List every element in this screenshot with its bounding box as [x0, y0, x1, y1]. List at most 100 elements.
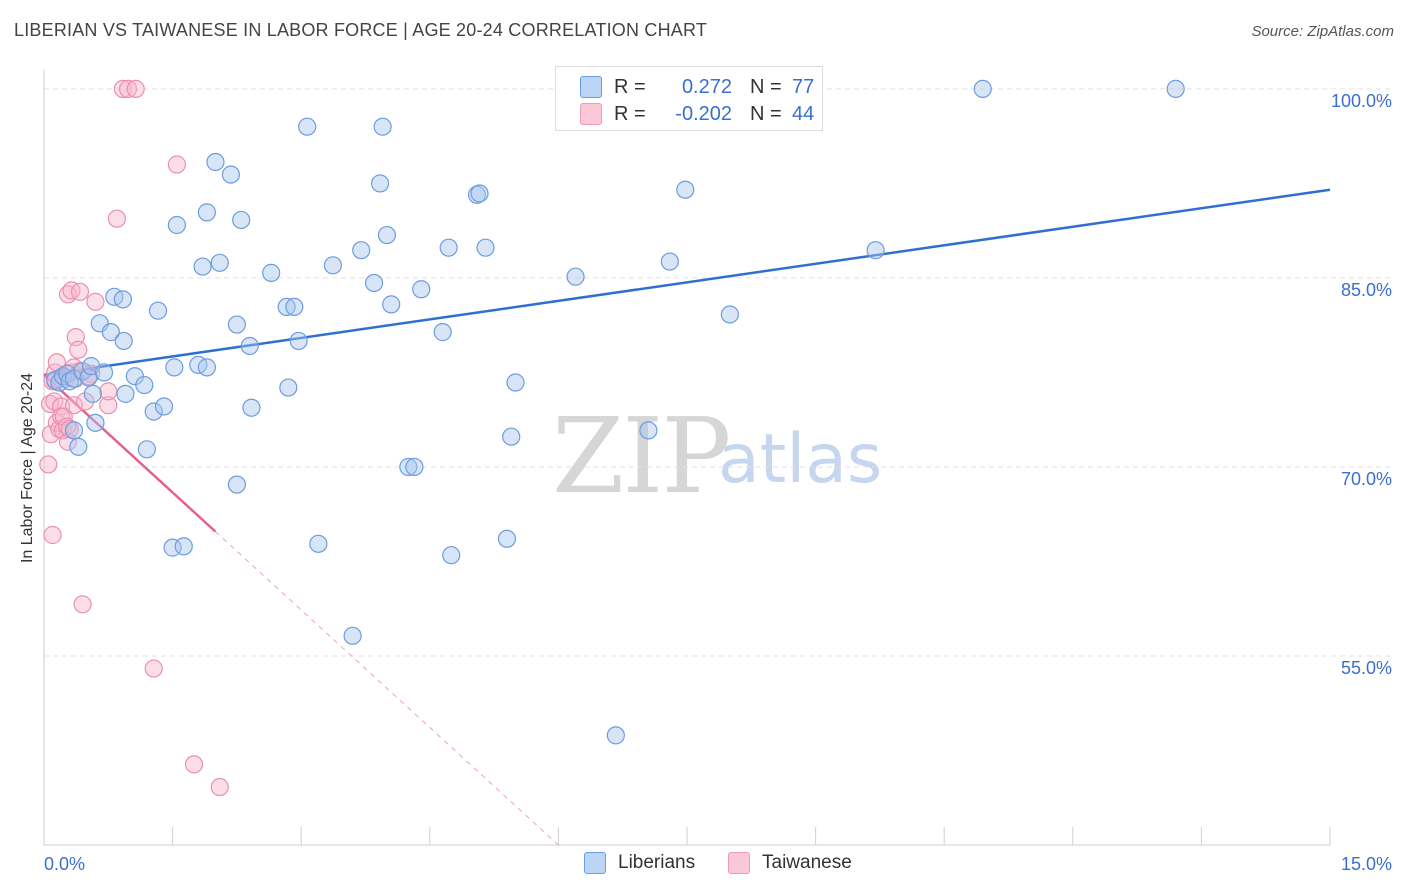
legend-label-liberians: Liberians [618, 852, 696, 873]
liberian-point [86, 413, 105, 432]
liberian-point [210, 253, 229, 272]
liberian-point [606, 726, 625, 745]
y-tick-label: 70.0% [1341, 469, 1392, 489]
liberian-point [83, 384, 102, 403]
liberian-point [289, 331, 308, 351]
liberians-swatch-icon [584, 852, 606, 874]
legend-n-label: N = [750, 75, 782, 98]
liberian-point [101, 323, 120, 342]
liberian-point [285, 297, 304, 317]
liberian-point [1166, 79, 1185, 99]
taiwanese-point [70, 282, 90, 301]
correlation-legend: R = 0.272 N = 77 R = -0.202 N = 44 [555, 66, 823, 131]
liberian-point [497, 529, 517, 548]
taiwanese-point [64, 396, 84, 415]
taiwanese-point [113, 79, 132, 99]
liberian-point [639, 421, 658, 440]
liberian-point [676, 180, 695, 199]
series-legend: Liberians Taiwanese [0, 852, 1406, 878]
taiwanese-swatch-icon [580, 103, 602, 125]
liberian-point [866, 241, 885, 260]
liberian-point [221, 165, 240, 184]
taiwanese-point [210, 777, 229, 797]
liberian-point [382, 295, 401, 314]
legend-n-label: N = [750, 102, 782, 125]
legend-n-value: 77 [792, 75, 815, 98]
liberian-point [442, 546, 461, 565]
liberian-point [399, 457, 418, 477]
chart-title: LIBERIAN VS TAIWANESE IN LABOR FORCE | A… [14, 20, 708, 40]
liberian-point [144, 402, 163, 421]
liberian-point [506, 373, 525, 392]
taiwanese-point [144, 659, 163, 678]
legend-item-liberians[interactable]: Liberians [584, 852, 695, 874]
x-tick-label: 15.0% [1341, 854, 1392, 874]
liberian-point [167, 215, 186, 235]
liberian-point [135, 375, 154, 395]
legend-r-value: -0.202 [675, 102, 732, 125]
liberian-point [232, 210, 251, 230]
liberian-point [377, 225, 397, 245]
taiwanese-swatch-icon [728, 852, 750, 874]
liberian-point [174, 537, 193, 556]
taiwanese-point [69, 340, 88, 359]
liberian-point [197, 358, 216, 377]
liberian-point [116, 384, 135, 403]
liberian-point [262, 263, 281, 282]
liberian-point [323, 256, 343, 275]
liberian-point [343, 626, 362, 645]
liberian-point [277, 297, 296, 317]
y-tick-label: 100.0% [1331, 91, 1392, 111]
taiwanese-point [118, 79, 138, 99]
liberian-point [69, 437, 88, 456]
liberian-point [148, 301, 168, 320]
taiwanese-point [73, 595, 92, 614]
liberian-point [352, 241, 371, 260]
liberian-point [113, 290, 132, 309]
liberian-point [439, 238, 458, 257]
liberian-point [206, 152, 225, 172]
taiwanese-point [126, 79, 145, 99]
points-layer [39, 79, 1185, 797]
legend-item-taiwanese[interactable]: Taiwanese [728, 852, 852, 874]
liberian-point [197, 203, 216, 222]
source-label: Source: ZipAtlas.com [1251, 23, 1394, 40]
legend-r-label: R = [614, 102, 646, 125]
liberian-point [720, 305, 739, 324]
liberian-point [566, 267, 585, 286]
label-layer: 55.0% 70.0% 85.0% 100.0% 0.0% 15.0% [44, 91, 1392, 874]
liberians-swatch-icon [580, 76, 602, 98]
liberian-point [114, 331, 133, 351]
liberian-point [433, 323, 452, 342]
liberian-point [470, 184, 489, 203]
taiwanese-point [184, 755, 204, 774]
trend-layer [43, 188, 1331, 846]
legend-label-taiwanese: Taiwanese [762, 852, 852, 873]
legend-n-value: 44 [792, 102, 815, 125]
legend-r-value: 0.272 [681, 75, 732, 98]
liberian-point [165, 358, 184, 377]
legend-row-taiwanese: R = -0.202 N = 44 [580, 101, 814, 127]
taiwanese-point [39, 455, 58, 474]
y-tick-label: 55.0% [1341, 658, 1392, 678]
liberian-point [279, 378, 298, 397]
liberian-point [227, 475, 246, 494]
taiwanese-point [99, 396, 118, 415]
taiwanese-point [43, 525, 62, 545]
taiwanese-point [76, 392, 95, 411]
taiwanese-point [86, 292, 105, 311]
taiwanese-trend-line [43, 374, 217, 533]
liberian-point [405, 457, 424, 477]
liberian-point [137, 440, 156, 459]
liberian-point [973, 79, 992, 99]
liberian-point [412, 280, 431, 299]
taiwanese-point [107, 209, 126, 228]
watermark-zip: ZIP [552, 395, 731, 517]
legend-r-label: R = [614, 75, 646, 98]
liberian-point [242, 398, 261, 417]
liberian-point [154, 397, 174, 416]
taiwanese-point [167, 155, 186, 174]
liberian-point [660, 252, 679, 271]
legend-row-liberians: R = 0.272 N = 77 [580, 74, 814, 100]
